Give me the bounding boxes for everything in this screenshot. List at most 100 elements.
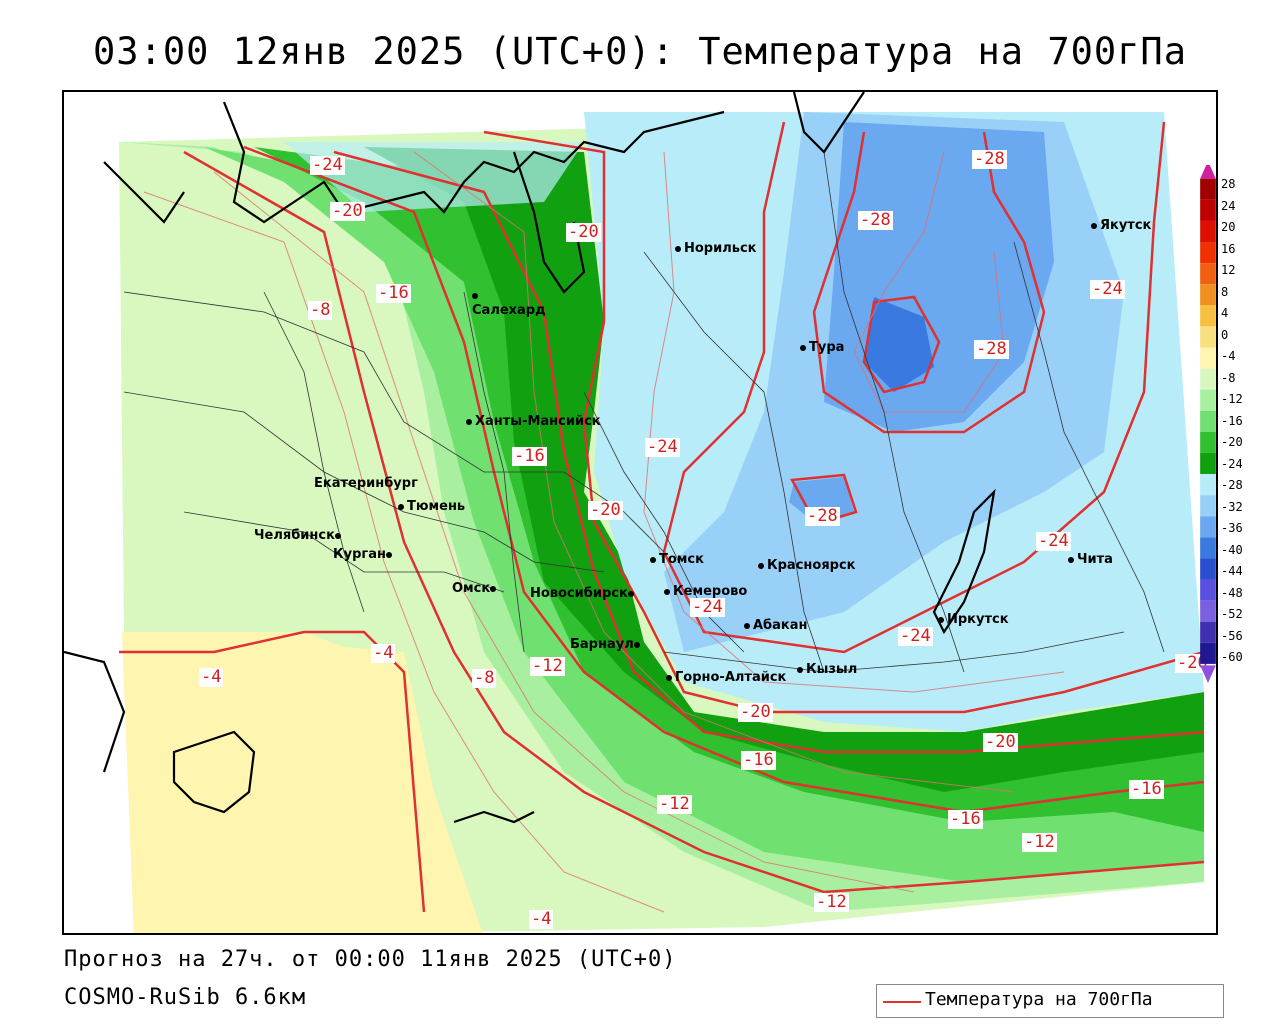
colorbar-cell bbox=[1200, 474, 1216, 496]
isoline-label: -16 bbox=[948, 809, 983, 829]
city-salekhard: Салехард bbox=[472, 288, 546, 318]
zone-cold-36 bbox=[864, 297, 934, 392]
thin-isotherms bbox=[143, 151, 1065, 913]
city-label: Тура bbox=[809, 340, 845, 355]
colorbar-tick-label: 24 bbox=[1221, 198, 1236, 213]
isoline-label: -24 bbox=[898, 626, 933, 646]
colorbar-tick-label: -8 bbox=[1221, 370, 1236, 385]
city-khanty: Ханты-Мансийск bbox=[466, 414, 601, 429]
isoline-label: -20 bbox=[330, 201, 365, 221]
city-chita: Чита bbox=[1068, 552, 1113, 567]
legend-label: Температура на 700гПа bbox=[925, 989, 1153, 1010]
city-label: Кемерово bbox=[673, 584, 748, 599]
colorbar-cell bbox=[1200, 347, 1216, 369]
city-label: Кызыл bbox=[806, 662, 858, 677]
city-gorno: Горно-Алтайск bbox=[666, 670, 786, 685]
map-panel bbox=[62, 90, 1218, 935]
colorbar-tick-label: 20 bbox=[1221, 220, 1236, 234]
isoline-label: -12 bbox=[657, 794, 692, 814]
city-marker bbox=[938, 616, 944, 623]
isoline-label: -12 bbox=[530, 656, 565, 676]
colorbar-cell bbox=[1200, 642, 1216, 664]
city-marker bbox=[633, 641, 640, 648]
city-label: Омск bbox=[452, 581, 491, 596]
city-marker bbox=[797, 666, 803, 673]
colorbar-cell bbox=[1200, 431, 1216, 453]
city-marker bbox=[758, 562, 764, 569]
zone-green-20 bbox=[364, 147, 1204, 792]
colorbar-tick-label: 4 bbox=[1221, 306, 1229, 320]
colorbar-cell bbox=[1200, 368, 1216, 390]
isoline-label: -12 bbox=[1022, 832, 1057, 852]
colorbar-cell bbox=[1200, 242, 1216, 264]
legend-line-swatch bbox=[883, 1001, 921, 1003]
isoline-label: -20 bbox=[588, 500, 623, 520]
city-marker bbox=[650, 556, 656, 563]
city-tura: Тура bbox=[800, 340, 844, 355]
isoline-label: -16 bbox=[741, 750, 776, 770]
isoline-label: -20 bbox=[738, 702, 773, 722]
colorbar bbox=[1200, 165, 1216, 684]
zone-pale-yellow bbox=[122, 632, 483, 933]
isoline-label: -28 bbox=[858, 210, 893, 230]
zone-green-12 bbox=[204, 147, 1204, 882]
city-label: Абакан bbox=[753, 618, 808, 633]
colorbar-tick-label: -12 bbox=[1221, 392, 1243, 406]
isoline-label: -4 bbox=[371, 643, 396, 663]
zone-green-16 bbox=[254, 147, 1204, 832]
colorbar-tick-label: -20 bbox=[1221, 435, 1243, 449]
isoline-label: -24 bbox=[1036, 531, 1071, 551]
city-label: Иркутск bbox=[947, 612, 1009, 627]
city-barnaul: Барнаул bbox=[570, 637, 643, 652]
colorbar-cell bbox=[1200, 516, 1216, 538]
isoline-label: -24 bbox=[690, 597, 725, 617]
city-label: Салехард bbox=[472, 303, 546, 318]
isoline-label: -4 bbox=[199, 667, 224, 687]
city-marker bbox=[1068, 556, 1074, 563]
isoline-label: -8 bbox=[472, 668, 497, 688]
city-marker bbox=[1091, 222, 1097, 229]
colorbar-tick-label: -16 bbox=[1221, 413, 1243, 428]
city-label: Норильск bbox=[684, 241, 757, 256]
isoline-label: -16 bbox=[1129, 779, 1164, 799]
isoline-label: -8 bbox=[308, 300, 333, 320]
city-kyzyl: Кызыл bbox=[797, 662, 857, 677]
isotherms bbox=[119, 121, 1205, 913]
colorbar-cell bbox=[1200, 495, 1216, 517]
admin-borders bbox=[123, 151, 1165, 673]
colorbar-cell bbox=[1200, 579, 1216, 601]
colorbar-tick-label: -56 bbox=[1221, 628, 1243, 643]
colorbar-tick-label: -32 bbox=[1221, 499, 1243, 514]
isoline-label: -28 bbox=[972, 149, 1007, 169]
colorbar-tick-label: -48 bbox=[1221, 585, 1243, 600]
colorbar-cell bbox=[1200, 178, 1216, 200]
city-label: Барнаул bbox=[570, 637, 634, 652]
colorbar-cell bbox=[1200, 389, 1216, 411]
colorbar-tick-label: 0 bbox=[1221, 327, 1229, 342]
isoline-label: -12 bbox=[814, 892, 849, 912]
city-label: Курган bbox=[333, 547, 386, 562]
isoline-label: -28 bbox=[805, 506, 840, 526]
city-marker bbox=[398, 503, 404, 510]
city-kemerovo: Кемерово bbox=[664, 584, 747, 599]
city-yakutsk: Якутск bbox=[1091, 218, 1151, 233]
isoline-label: -16 bbox=[512, 446, 547, 466]
colorbar-cell bbox=[1200, 326, 1216, 348]
city-marker bbox=[490, 585, 497, 592]
colorbar-tick-label: 12 bbox=[1221, 263, 1236, 277]
forecast-caption: Прогноз на 27ч. от 00:00 11янв 2025 (UTC… bbox=[64, 947, 677, 972]
isoline-label: -28 bbox=[974, 339, 1009, 359]
colorbar-cell bbox=[1200, 220, 1216, 243]
isoline-label: -20 bbox=[983, 732, 1018, 752]
isoline-label: -24 bbox=[1090, 279, 1125, 299]
city-label: Тюмень bbox=[407, 499, 466, 514]
colorbar-cell bbox=[1200, 558, 1216, 580]
city-marker bbox=[800, 344, 806, 351]
city-krasnoyarsk: Красноярск bbox=[758, 558, 856, 573]
city-marker bbox=[627, 590, 634, 597]
isoline-label: -20 bbox=[566, 222, 601, 242]
model-caption: COSMO-RuSib 6.6км bbox=[64, 985, 307, 1010]
isoline-label: -4 bbox=[529, 909, 554, 929]
city-label: Чита bbox=[1077, 552, 1113, 567]
city-tomsk: Томск bbox=[650, 552, 704, 567]
